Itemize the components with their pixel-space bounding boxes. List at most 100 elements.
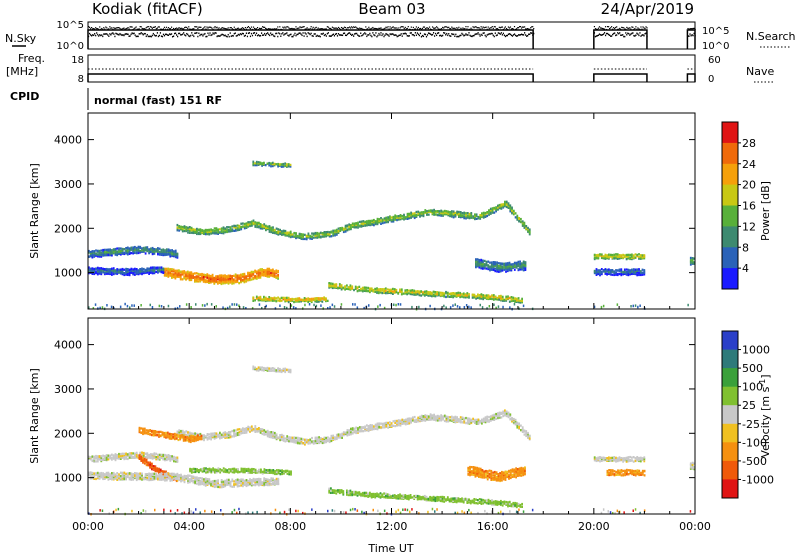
noise-sample: [381, 35, 382, 37]
echo-cell: [498, 262, 500, 264]
echo-cell: [148, 248, 150, 250]
echo-cell: [226, 280, 228, 282]
echo-cell: [256, 275, 258, 277]
noise-sample: [610, 27, 611, 28]
echo-cell: [272, 431, 274, 433]
echo-cell: [212, 274, 214, 276]
echo-cell: [490, 208, 492, 210]
noise-sample: [529, 29, 530, 30]
echo-cell: [459, 306, 461, 309]
echo-cell: [267, 268, 269, 270]
echo-cell: [459, 292, 461, 294]
echo-cell: [417, 293, 419, 295]
echo-cell: [166, 268, 168, 270]
colorbar-swatch: [722, 226, 738, 247]
echo-cell: [482, 294, 484, 296]
echo-cell: [490, 415, 492, 417]
echo-cell: [601, 271, 603, 273]
noise-sample: [139, 28, 140, 29]
echo-cell: [173, 250, 175, 252]
noise-sample: [482, 28, 483, 29]
noise-sample: [639, 29, 640, 30]
echo-cell: [116, 268, 118, 270]
echo-cell: [316, 437, 318, 439]
echo-cell: [177, 431, 179, 433]
echo-cell: [217, 434, 219, 436]
echo-cell: [171, 273, 173, 275]
echo-cell: [628, 254, 630, 256]
noise-sample: [278, 29, 279, 30]
echo-cell: [144, 430, 146, 432]
noise-sample: [356, 33, 357, 35]
echo-cell: [207, 437, 209, 439]
echo-cell: [477, 261, 479, 263]
echo-cell: [327, 436, 329, 438]
echo-cell: [147, 429, 149, 431]
echo-cell: [442, 211, 444, 213]
noise-sample: [127, 34, 128, 36]
echo-cell: [97, 250, 99, 252]
echo-cell: [145, 252, 147, 254]
echo-cell: [401, 293, 403, 295]
noise-sample: [166, 27, 167, 28]
echo-cell: [183, 436, 185, 438]
noise-sample: [171, 27, 172, 28]
echo-cell: [501, 208, 503, 210]
noise-sample: [464, 28, 465, 29]
noise-sample: [644, 28, 645, 29]
echo-cell: [325, 231, 327, 233]
noise-sample: [350, 27, 351, 28]
echo-cell: [300, 299, 302, 301]
echo-cell: [460, 416, 462, 418]
echo-cell: [520, 425, 522, 427]
echo-cell: [155, 248, 157, 250]
echo-cell: [235, 273, 237, 275]
echo-cell: [615, 253, 617, 255]
echo-cell: [254, 270, 256, 272]
echo-cell: [262, 433, 264, 435]
echo-cell: [131, 304, 133, 307]
echo-cell: [142, 428, 144, 430]
echo-cell: [362, 430, 364, 432]
echo-cell: [394, 218, 396, 220]
echo-cell: [175, 270, 177, 272]
echo-cell: [330, 282, 332, 284]
echo-cell: [308, 439, 310, 441]
noise-sample: [215, 32, 216, 34]
echo-cell: [377, 423, 379, 425]
echo-cell: [318, 441, 320, 443]
noise-sample: [431, 29, 432, 30]
echo-cell: [123, 457, 125, 459]
echo-cell: [527, 432, 529, 434]
echo-cell: [256, 161, 258, 163]
echo-cell: [243, 306, 245, 309]
echo-cell: [408, 422, 410, 424]
noise-sample: [261, 28, 262, 29]
echo-cell: [261, 162, 263, 164]
echo-cell: [599, 253, 601, 255]
echo-cell: [463, 212, 465, 214]
noise-sample: [520, 26, 521, 27]
noise-sample: [244, 29, 245, 30]
echo-cell: [435, 210, 437, 212]
echo-cell: [486, 267, 488, 269]
echo-cell: [400, 214, 402, 216]
echo-cell: [597, 254, 599, 256]
velocity-heatmap: [88, 366, 695, 516]
noise-sample: [455, 29, 456, 30]
echo-cell: [500, 297, 502, 299]
echo-cell: [263, 162, 265, 164]
echo-cell: [375, 222, 377, 224]
echo-cell: [495, 413, 497, 415]
echo-cell: [640, 270, 642, 272]
echo-cell: [212, 433, 214, 435]
noise-sample: [206, 36, 207, 38]
echo-cell: [237, 274, 239, 276]
echo-cell: [111, 249, 113, 251]
noise-sample: [185, 35, 186, 37]
echo-cell: [433, 291, 435, 293]
echo-cell: [337, 287, 339, 289]
noise-sample: [227, 29, 228, 30]
echo-cell: [465, 417, 467, 419]
noise-sample: [465, 26, 466, 27]
